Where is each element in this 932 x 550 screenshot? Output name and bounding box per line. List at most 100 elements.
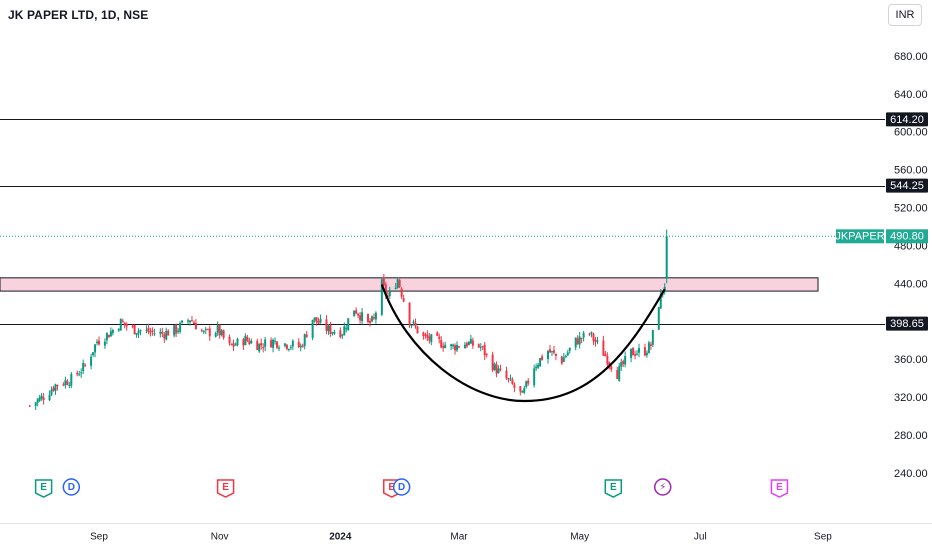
- y-tick-label: 240.00: [894, 468, 928, 480]
- candle: [527, 378, 530, 386]
- candle-body: [177, 330, 180, 332]
- candle-body: [325, 319, 328, 331]
- candle: [539, 357, 542, 368]
- event-marker-split[interactable]: ⚡: [653, 478, 672, 496]
- candle-body: [244, 335, 247, 346]
- event-marker-dividend[interactable]: D: [392, 478, 411, 496]
- y-tick-label: 680.00: [894, 51, 928, 63]
- y-tick-label: 480.00: [894, 240, 928, 252]
- candle-body: [638, 348, 640, 353]
- candle-body: [287, 348, 290, 350]
- candle-body: [596, 340, 599, 342]
- candle-body: [412, 321, 415, 324]
- candle-body: [588, 333, 591, 335]
- event-marker-earnings[interactable]: E: [34, 479, 53, 498]
- candle-body: [616, 370, 619, 380]
- candle-body: [52, 387, 55, 391]
- candle-body: [566, 352, 569, 356]
- event-marker-earnings[interactable]: E: [604, 479, 623, 498]
- candle-body: [214, 333, 217, 337]
- event-marker-earnings-upcoming[interactable]: E: [770, 479, 789, 498]
- candle-body: [537, 364, 540, 368]
- candle: [521, 390, 524, 393]
- earnings-icon[interactable]: [34, 479, 53, 498]
- candle: [289, 344, 292, 351]
- candle: [181, 320, 184, 324]
- candle-body: [242, 339, 245, 346]
- candle-body: [519, 386, 522, 392]
- candle-body: [111, 330, 114, 334]
- candle-body: [643, 347, 646, 356]
- candle: [325, 315, 328, 335]
- candle: [105, 332, 108, 345]
- x-tick-label: May: [570, 532, 589, 543]
- candle-body: [634, 354, 637, 356]
- cup-pattern-curve[interactable]: [380, 284, 666, 403]
- candle: [317, 317, 320, 325]
- earnings-icon[interactable]: [604, 479, 623, 498]
- candle: [562, 352, 565, 362]
- event-marker-earnings[interactable]: E: [216, 479, 235, 498]
- candle-body: [465, 343, 468, 347]
- candle-body: [422, 332, 425, 336]
- candle: [525, 380, 528, 389]
- candle: [361, 308, 364, 325]
- candle-body: [479, 346, 482, 348]
- candle-body: [471, 340, 474, 346]
- candle-body: [145, 329, 148, 331]
- candle-body: [80, 372, 83, 374]
- candle-body: [458, 346, 460, 348]
- split-icon[interactable]: [653, 478, 672, 496]
- candle-body: [66, 381, 69, 385]
- earnings-icon[interactable]: [770, 479, 789, 498]
- candle: [594, 336, 597, 347]
- candle-body: [194, 323, 197, 330]
- candle-body: [414, 322, 417, 327]
- dividend-icon[interactable]: [392, 478, 411, 496]
- candle-body: [527, 380, 530, 384]
- candle: [117, 328, 120, 332]
- y-tick-label: 360.00: [894, 354, 928, 366]
- candle: [467, 340, 470, 346]
- candle: [359, 311, 362, 324]
- candle: [264, 336, 267, 352]
- candle-body: [98, 340, 100, 345]
- candle: [576, 335, 579, 345]
- candle: [454, 343, 457, 355]
- earnings-icon[interactable]: [216, 479, 235, 498]
- candle-body: [347, 318, 350, 330]
- candle-body: [327, 325, 330, 332]
- candle-body: [188, 320, 191, 323]
- candle: [92, 352, 95, 357]
- candle: [139, 329, 142, 336]
- candle: [481, 345, 484, 351]
- candle-body: [610, 366, 613, 370]
- candle-body: [665, 236, 668, 279]
- event-label: E: [388, 482, 395, 493]
- candle-body: [493, 363, 496, 371]
- currency-button[interactable]: INR: [888, 4, 922, 26]
- candle: [236, 337, 239, 347]
- candle: [125, 322, 128, 331]
- candle-body: [380, 279, 383, 315]
- candle: [588, 332, 591, 337]
- candle: [368, 318, 371, 327]
- candle-body: [131, 325, 134, 327]
- candle: [133, 324, 136, 335]
- candle-body: [521, 390, 524, 393]
- y-tick-label: 640.00: [894, 89, 928, 101]
- last-price-tag: [886, 229, 928, 244]
- candle: [285, 344, 288, 351]
- candle-body: [481, 346, 484, 348]
- candle: [380, 277, 383, 317]
- candle-body: [450, 344, 453, 347]
- candle-body: [34, 402, 37, 406]
- candle-body: [125, 323, 128, 327]
- candle-body: [499, 368, 502, 370]
- candle-body: [40, 395, 43, 399]
- candle-body: [657, 307, 660, 330]
- event-marker-dividend[interactable]: D: [62, 478, 81, 496]
- candle-body: [456, 344, 459, 351]
- dividend-icon[interactable]: [62, 478, 81, 496]
